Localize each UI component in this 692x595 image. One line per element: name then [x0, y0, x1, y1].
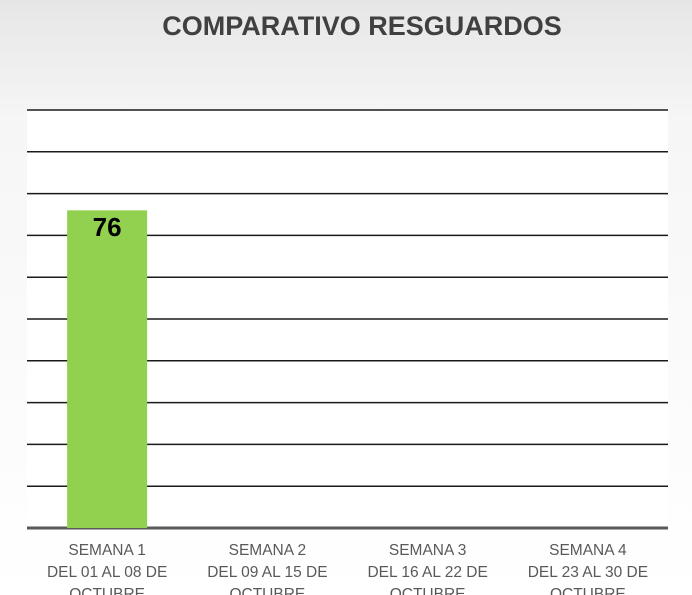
x-tick-label: SEMANA 1 DEL 01 AL 08 DE OCTUBRE	[47, 542, 167, 595]
x-tick-label-line: OCTUBRE	[550, 586, 626, 595]
x-tick-label-line: SEMANA 4	[549, 542, 627, 559]
x-tick-label-line: OCTUBRE	[229, 586, 305, 595]
x-tick-label: SEMANA 4 DEL 23 AL 30 DE OCTUBRE	[528, 542, 648, 595]
x-tick-label-line: DEL 23 AL 30 DE	[528, 564, 648, 581]
x-tick-label-line: SEMANA 2	[229, 542, 307, 559]
x-tick-label-line: DEL 09 AL 15 DE	[207, 564, 327, 581]
x-tick-label-line: SEMANA 3	[389, 542, 467, 559]
x-tick-label-line: OCTUBRE	[69, 586, 145, 595]
x-tick-label: SEMANA 2 DEL 09 AL 15 DE OCTUBRE	[207, 542, 327, 595]
x-tick-label-line: SEMANA 1	[68, 542, 146, 559]
x-tick-label: SEMANA 3 DEL 16 AL 22 DE OCTUBRE	[367, 542, 487, 595]
x-tick-label-line: DEL 01 AL 08 DE	[47, 564, 167, 581]
x-tick-label-line: DEL 16 AL 22 DE	[367, 564, 487, 581]
x-tick-label-line: OCTUBRE	[390, 586, 466, 595]
bar	[67, 210, 148, 528]
chart-title: COMPARATIVO RESGUARDOS	[162, 11, 562, 41]
data-label: 76	[93, 212, 122, 242]
